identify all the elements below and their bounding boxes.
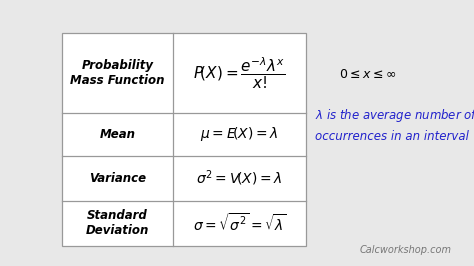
Text: Standard
Deviation: Standard Deviation (86, 209, 149, 238)
Text: $\sigma = \sqrt{\sigma^2} = \sqrt{\lambda}$: $\sigma = \sqrt{\sigma^2} = \sqrt{\lambd… (192, 213, 286, 234)
Text: $P\!\left(X\right)=\dfrac{e^{-\lambda}\lambda^{x}}{x!}$: $P\!\left(X\right)=\dfrac{e^{-\lambda}\l… (193, 55, 286, 91)
FancyBboxPatch shape (62, 33, 306, 246)
Text: Variance: Variance (89, 172, 146, 185)
Text: Mean: Mean (100, 128, 135, 141)
Text: $0 \leq x \leq \infty$: $0 \leq x \leq \infty$ (339, 68, 396, 81)
Text: $\mu = E\!\left(X\right) = \lambda$: $\mu = E\!\left(X\right) = \lambda$ (200, 125, 279, 143)
Text: $\lambda$ is the average number of
occurrences in an interval: $\lambda$ is the average number of occur… (315, 107, 474, 143)
Text: Probability
Mass Function: Probability Mass Function (70, 59, 164, 87)
Text: Calcworkshop.com: Calcworkshop.com (359, 245, 451, 255)
Text: $\sigma^2 = V\!\left(X\right) = \lambda$: $\sigma^2 = V\!\left(X\right) = \lambda$ (196, 168, 283, 188)
